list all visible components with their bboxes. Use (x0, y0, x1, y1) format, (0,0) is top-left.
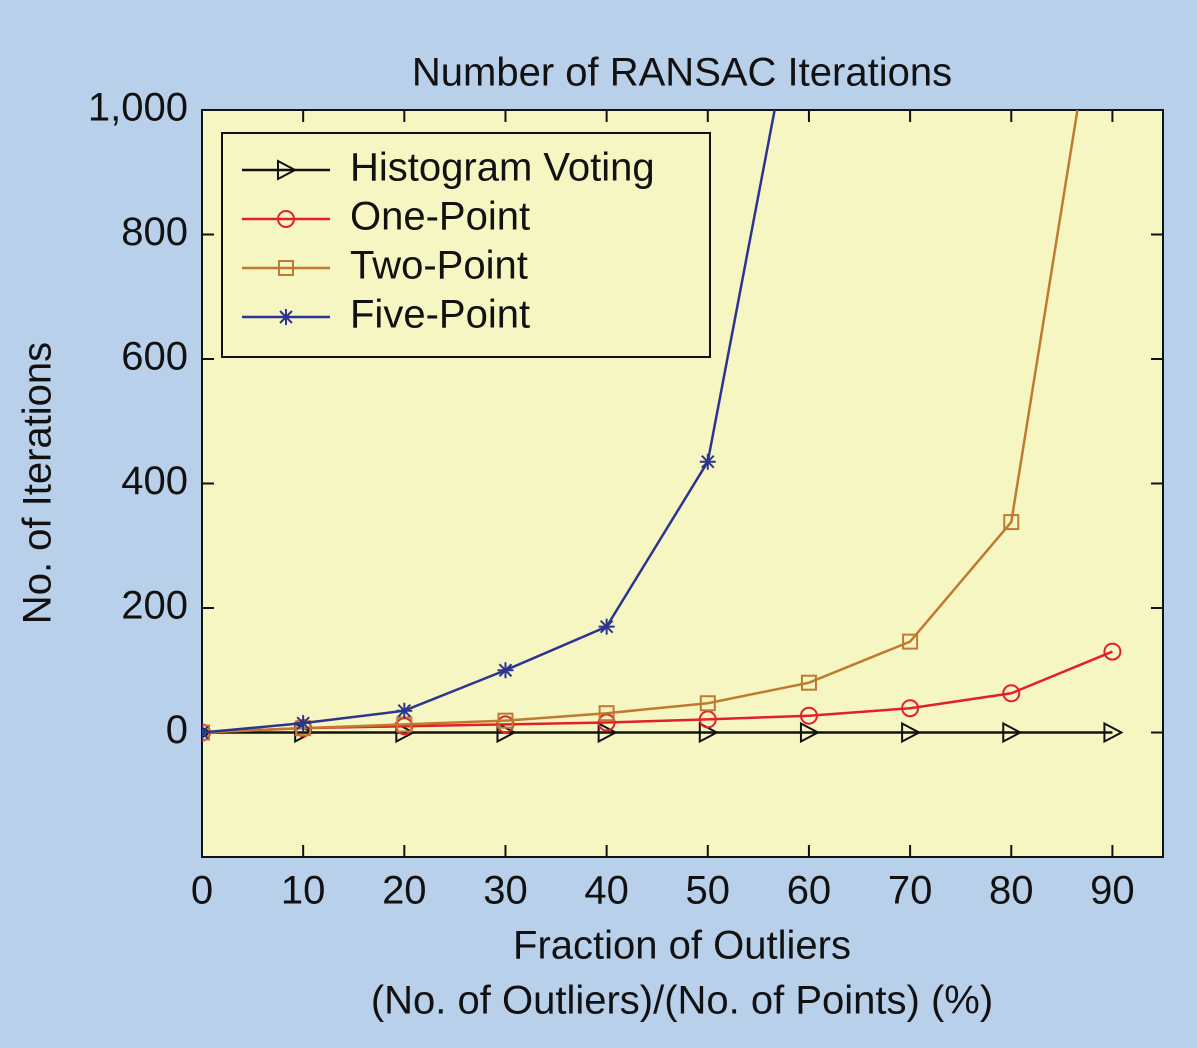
marker (598, 705, 615, 722)
marker (799, 706, 818, 725)
x-tick-label: 20 (382, 869, 427, 913)
y-tick-label: 400 (121, 459, 188, 503)
marker (902, 633, 919, 650)
legend-label: Five-Point (350, 293, 530, 337)
marker (901, 699, 920, 718)
legend-label: One-Point (350, 195, 530, 239)
x-axis-label: Fraction of Outliers (513, 924, 851, 968)
y-axis-label: No. of Iterations (16, 342, 60, 624)
x-tick-label: 0 (191, 869, 213, 913)
marker (395, 721, 416, 744)
chart-title: Number of RANSAC Iterations (412, 51, 952, 95)
series-line (202, 110, 1079, 734)
x-tick-label: 50 (686, 869, 731, 913)
x-tick-label: 30 (483, 869, 528, 913)
marker (1002, 721, 1023, 744)
marker (277, 210, 295, 228)
marker (698, 710, 717, 729)
marker (396, 702, 413, 719)
marker (202, 724, 210, 741)
x-tick-label: 40 (584, 869, 629, 913)
marker (901, 721, 922, 744)
x-tick-label: 80 (989, 869, 1034, 913)
marker (295, 715, 312, 732)
marker (1003, 514, 1020, 531)
marker (597, 721, 618, 744)
legend-label: Histogram Voting (350, 146, 655, 190)
marker (699, 695, 716, 712)
x-tick-label: 90 (1090, 869, 1135, 913)
marker (1103, 642, 1122, 661)
legend-box (221, 132, 711, 358)
marker (497, 662, 514, 679)
marker (1103, 721, 1124, 744)
marker (278, 260, 294, 276)
y-tick-label: 0 (166, 708, 188, 752)
marker (1002, 684, 1021, 703)
x-tick-label: 70 (888, 869, 933, 913)
marker (278, 309, 294, 325)
plot-layer (202, 110, 1124, 744)
marker (699, 453, 716, 470)
y-tick-label: 200 (121, 584, 188, 628)
marker (497, 712, 514, 729)
y-tick-label: 800 (121, 210, 188, 254)
marker (597, 713, 616, 732)
marker (799, 721, 821, 744)
x-axis-label: (No. of Outliers)/(No. of Points) (%) (371, 979, 993, 1023)
marker (598, 618, 615, 635)
legend-label: Two-Point (350, 244, 528, 288)
x-tick-label: 10 (281, 869, 326, 913)
y-tick-label: 600 (121, 335, 188, 379)
x-tick-label: 60 (787, 869, 832, 913)
y-tick-label: 1,000 (88, 86, 188, 130)
marker (800, 674, 817, 691)
marker (277, 159, 298, 181)
